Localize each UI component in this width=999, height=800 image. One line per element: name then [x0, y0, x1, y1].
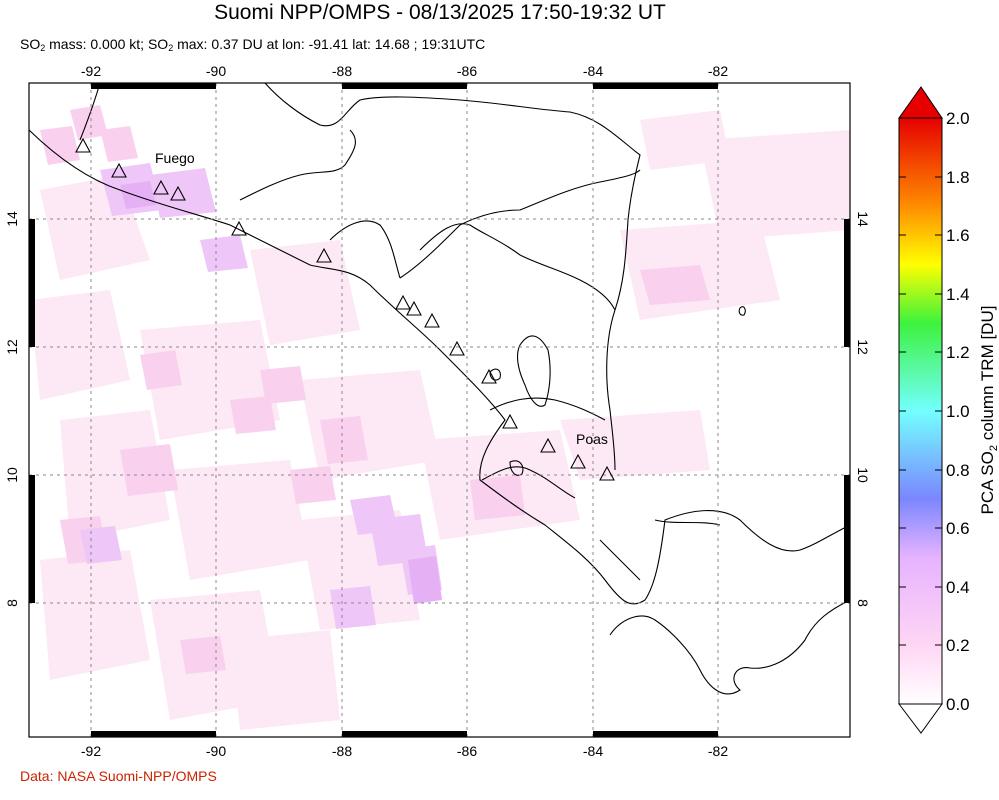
volcano-marker [449, 340, 465, 356]
colorbar: 2.0 1.8 1.6 1.4 1.2 1.0 0.8 0.6 0.4 0.2 … [897, 86, 999, 734]
colorbar-tick-label: 2.0 [946, 109, 970, 128]
volcano-marker [406, 300, 422, 316]
volcano-marker [231, 220, 247, 236]
volcano-marker [153, 179, 169, 195]
lat-tick-label: 14 [4, 211, 20, 227]
colorbar-tick-label: 0.6 [946, 519, 970, 538]
lon-tick-label: -84 [583, 743, 603, 759]
volcano-marker [395, 294, 411, 310]
colorbar-label: PCA SO2 column TRM [DU] [978, 306, 999, 515]
colorbar-tick-label: 0.0 [946, 695, 970, 714]
label-fuego: Fuego [155, 150, 195, 166]
map-subtitle: SO2 mass: 0.000 kt; SO2 max: 0.37 DU at … [20, 36, 486, 53]
colorbar-tick-label: 0.8 [946, 461, 970, 480]
volcano-markers [75, 137, 615, 481]
lon-labels-top: -92 -90 -88 -86 -84 -82 [81, 63, 728, 79]
lon-tick-label: -82 [708, 743, 728, 759]
volcano-marker [481, 368, 497, 384]
lon-tick-label: -86 [457, 63, 477, 79]
data-credit: Data: NASA Suomi-NPP/OMPS [20, 768, 217, 784]
lat-tick-label: 8 [855, 599, 871, 607]
volcano-marker [111, 162, 127, 178]
volcano-marker [316, 247, 332, 263]
lat-tick-label: 10 [855, 467, 871, 483]
volcano-marker [424, 312, 440, 328]
volcano-marker [502, 413, 518, 429]
frame-tick-bars [29, 83, 850, 737]
lat-tick-label: 12 [4, 339, 20, 355]
colorbar-tick-label: 1.4 [946, 285, 970, 304]
lon-tick-label: -88 [332, 743, 352, 759]
map-title: Suomi NPP/OMPS - 08/13/2025 17:50-19:32 … [214, 1, 666, 24]
coastlines [29, 83, 850, 695]
lat-tick-label: 12 [855, 339, 871, 355]
lon-tick-label: -86 [457, 743, 477, 759]
colorbar-gradient [898, 117, 943, 705]
so2-field [29, 83, 850, 737]
lon-tick-label: -92 [81, 743, 101, 759]
colorbar-bottom-arrow [897, 703, 943, 734]
lat-labels-left: 14 12 10 8 [4, 211, 20, 607]
label-poas: Poas [576, 431, 608, 447]
lat-tick-label: 10 [4, 467, 20, 483]
colorbar-tick-labels: 2.0 1.8 1.6 1.4 1.2 1.0 0.8 0.6 0.4 0.2 … [946, 109, 970, 714]
volcano-marker [170, 185, 186, 201]
lat-labels-right: 14 12 10 8 [855, 211, 871, 607]
colorbar-tick-label: 1.2 [946, 343, 970, 362]
volcano-marker [75, 137, 91, 153]
lon-tick-label: -90 [206, 743, 226, 759]
lon-tick-label: -82 [708, 63, 728, 79]
lat-tick-label: 8 [4, 599, 20, 607]
lat-tick-label: 14 [855, 211, 871, 227]
colorbar-tick-label: 1.6 [946, 226, 970, 245]
colorbar-tick-label: 1.0 [946, 402, 970, 421]
colorbar-tick-label: 0.4 [946, 578, 970, 597]
colorbar-top-arrow [898, 86, 943, 119]
lon-labels-bottom: -92 -90 -88 -86 -84 -82 [81, 743, 728, 759]
volcano-marker [540, 437, 556, 453]
colorbar-tick-label: 0.2 [946, 636, 970, 655]
lon-tick-label: -92 [81, 63, 101, 79]
colorbar-tick-label: 1.8 [946, 168, 970, 187]
lon-tick-label: -84 [583, 63, 603, 79]
volcano-marker [570, 453, 586, 469]
volcano-marker [599, 465, 615, 481]
lon-tick-label: -90 [206, 63, 226, 79]
lon-tick-label: -88 [332, 63, 352, 79]
